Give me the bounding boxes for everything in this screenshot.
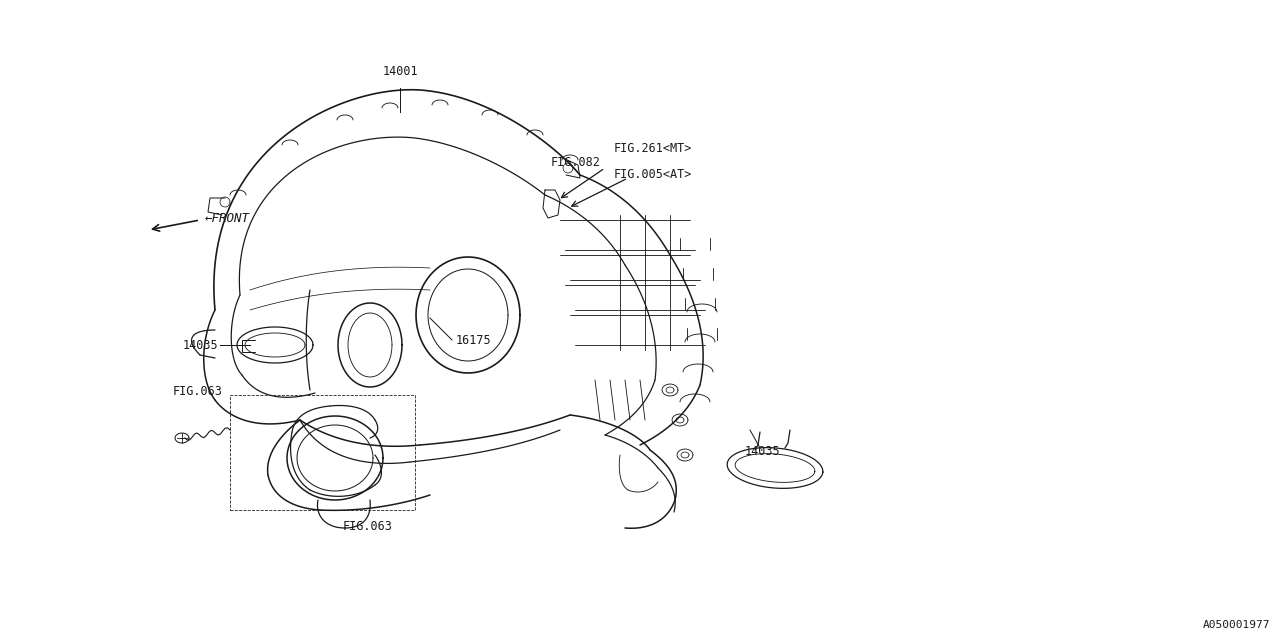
Text: 14035: 14035 bbox=[182, 339, 218, 351]
Text: 14001: 14001 bbox=[383, 65, 417, 78]
Text: FIG.063: FIG.063 bbox=[173, 385, 223, 398]
Text: A050001977: A050001977 bbox=[1202, 620, 1270, 630]
Text: FIG.063: FIG.063 bbox=[343, 520, 393, 533]
Text: 14035: 14035 bbox=[744, 445, 780, 458]
Text: 16175: 16175 bbox=[456, 333, 492, 346]
Text: FIG.261<MT>: FIG.261<MT> bbox=[614, 142, 692, 155]
Text: FIG.005<AT>: FIG.005<AT> bbox=[614, 168, 692, 181]
Text: ←FRONT: ←FRONT bbox=[205, 211, 250, 225]
Text: FIG.082: FIG.082 bbox=[550, 156, 600, 168]
